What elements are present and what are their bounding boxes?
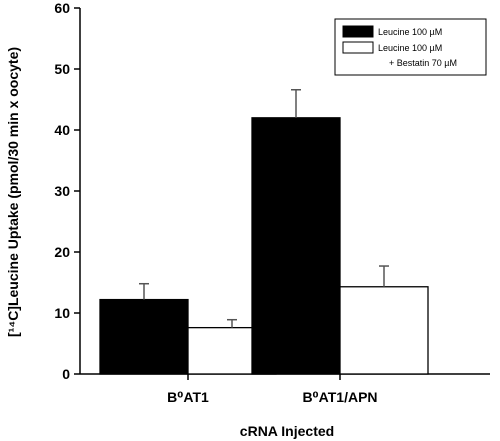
- y-axis: 0 10 20 30 40 50 60: [54, 0, 81, 382]
- y-tick-label: 0: [62, 366, 70, 382]
- x-axis-title: cRNA Injected: [240, 423, 334, 439]
- y-tick-label: 30: [54, 183, 70, 199]
- y-tick-label: 10: [54, 305, 70, 321]
- x-tick-label: B⁰AT1/APN: [302, 389, 377, 405]
- legend-swatch: [342, 25, 374, 38]
- y-tick-label: 20: [54, 244, 70, 260]
- bars: [99, 117, 429, 375]
- x-axis: B⁰AT1 B⁰AT1/APN: [80, 373, 490, 405]
- y-tick-label: 50: [54, 61, 70, 77]
- bar: [99, 298, 189, 375]
- legend-label: Leucine 100 µM: [378, 43, 442, 53]
- legend-swatch: [342, 41, 374, 54]
- y-axis-title: [¹⁴C]Leucine Uptake (pmol/30 min x oocyt…: [5, 47, 21, 337]
- bar: [251, 117, 341, 375]
- bar: [339, 286, 429, 375]
- legend-label: + Bestatin 70 µM: [389, 58, 457, 68]
- y-tick-label: 40: [54, 122, 70, 138]
- x-tick-label: B⁰AT1: [167, 389, 209, 405]
- error-bars: [139, 88, 389, 328]
- legend-label: Leucine 100 µM: [378, 27, 442, 37]
- legend: Leucine 100 µM Leucine 100 µM + Bestatin 7…: [334, 18, 487, 76]
- y-tick-label: 60: [54, 0, 70, 16]
